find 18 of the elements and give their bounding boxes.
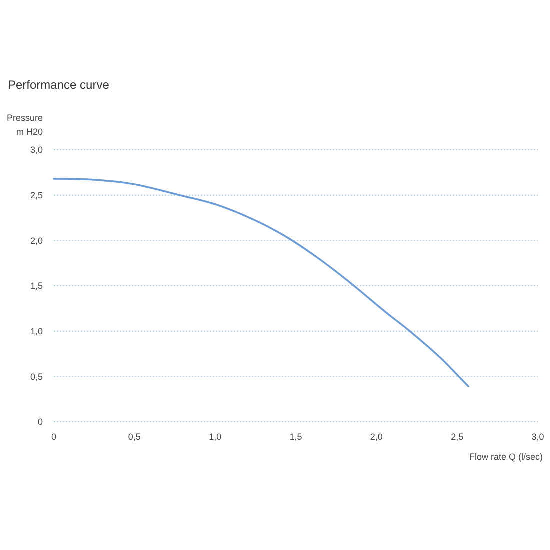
x-tick-label: 0 bbox=[51, 432, 57, 442]
chart-title: Performance curve bbox=[8, 78, 110, 92]
y-tick-label: 1,0 bbox=[30, 326, 43, 336]
y-axis-title: Pressure m H20 bbox=[6, 113, 43, 137]
x-tick-label: 1,0 bbox=[209, 432, 222, 442]
y-tick-label: 0,5 bbox=[30, 372, 43, 382]
x-tick-label: 3,0 bbox=[532, 432, 544, 442]
y-tick-label: 2,0 bbox=[30, 236, 43, 246]
line-series bbox=[53, 178, 470, 388]
x-tick-label: 2,0 bbox=[370, 432, 383, 442]
y-tick-label: 2,5 bbox=[30, 190, 43, 200]
y-tick-label: 0 bbox=[38, 417, 43, 428]
x-tick-label: 2,5 bbox=[451, 432, 464, 442]
x-tick-label: 1,5 bbox=[290, 432, 302, 442]
x-axis-title: Flow rate Q (l/sec) bbox=[469, 452, 543, 462]
y-tick-label: 1,5 bbox=[30, 281, 43, 292]
y-tick-label: 3,0 bbox=[30, 145, 43, 156]
x-tick-label: 0,5 bbox=[128, 432, 141, 442]
